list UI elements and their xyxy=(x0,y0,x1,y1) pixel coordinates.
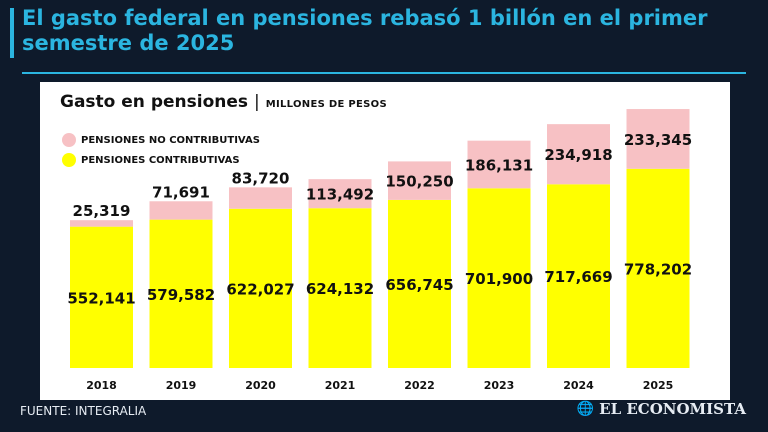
brand-name: EL ECONOMISTA xyxy=(599,400,746,418)
bar-no-contributivas-2022 xyxy=(388,161,451,200)
bar-no-contributivas-2021 xyxy=(308,179,372,209)
source-note: FUENTE: INTEGRALIA xyxy=(20,404,147,418)
legend-swatch-contributivas xyxy=(62,153,76,167)
legend-item-contributivas: PENSIONES CONTRIBUTIVAS xyxy=(62,150,260,170)
x-tick-label-2020: 2020 xyxy=(245,379,276,392)
bar-no-contributivas-2024 xyxy=(547,124,610,185)
chart-legend: PENSIONES NO CONTRIBUTIVAS PENSIONES CON… xyxy=(62,130,260,170)
brand-logo: 🌐 EL ECONOMISTA xyxy=(577,400,746,418)
x-tick-label-2022: 2022 xyxy=(404,379,435,392)
x-tick-label-2018: 2018 xyxy=(86,379,117,392)
data-label-no-contributivas-2019: 71,691 xyxy=(152,183,210,201)
data-label-no-contributivas-2020: 83,720 xyxy=(232,169,290,187)
data-label-no-contributivas-2018: 25,319 xyxy=(73,202,131,220)
data-label-contributivas-2025: 778,202 xyxy=(624,260,692,278)
bar-contributivas-2024 xyxy=(547,184,610,368)
x-tick-label-2024: 2024 xyxy=(563,379,594,392)
headline-accent-bar xyxy=(10,8,14,58)
bar-contributivas-2023 xyxy=(467,188,531,368)
globe-icon: 🌐 xyxy=(576,401,595,417)
bar-contributivas-2018 xyxy=(70,226,133,368)
data-label-no-contributivas-2021: 113,492 xyxy=(306,186,374,204)
headline-rule xyxy=(22,72,746,74)
chart-subtitle: MILLONES DE PESOS xyxy=(265,99,387,110)
legend-label-contributivas: PENSIONES CONTRIBUTIVAS xyxy=(81,154,240,166)
legend-label-no-contributivas: PENSIONES NO CONTRIBUTIVAS xyxy=(81,134,260,146)
data-label-no-contributivas-2022: 150,250 xyxy=(385,173,453,191)
bar-contributivas-2025 xyxy=(626,168,690,368)
bar-contributivas-2021 xyxy=(308,208,372,368)
data-label-contributivas-2024: 717,669 xyxy=(544,268,612,286)
bar-no-contributivas-2019 xyxy=(149,201,213,220)
bar-contributivas-2020 xyxy=(229,208,292,368)
bar-no-contributivas-2025 xyxy=(626,109,690,169)
chart-title: Gasto en pensiones xyxy=(60,92,248,112)
x-tick-label-2023: 2023 xyxy=(484,379,515,392)
data-label-contributivas-2021: 624,132 xyxy=(306,280,374,298)
data-label-no-contributivas-2024: 234,918 xyxy=(544,146,612,164)
data-label-contributivas-2019: 579,582 xyxy=(147,286,215,304)
bar-contributivas-2022 xyxy=(388,199,451,368)
chart-title-block: Gasto en pensiones | MILLONES DE PESOS xyxy=(60,92,387,112)
bar-no-contributivas-2023 xyxy=(467,140,531,189)
data-label-contributivas-2022: 656,745 xyxy=(385,276,453,294)
data-label-no-contributivas-2025: 233,345 xyxy=(624,131,692,149)
legend-item-no-contributivas: PENSIONES NO CONTRIBUTIVAS xyxy=(62,130,260,150)
title-separator: | xyxy=(254,92,260,112)
bar-no-contributivas-2020 xyxy=(229,187,292,209)
x-tick-label-2025: 2025 xyxy=(643,379,674,392)
bar-no-contributivas-2018 xyxy=(70,220,133,227)
x-tick-label-2019: 2019 xyxy=(166,379,197,392)
headline: El gasto federal en pensiones rebasó 1 b… xyxy=(22,6,708,55)
bar-contributivas-2019 xyxy=(149,219,213,368)
data-label-contributivas-2018: 552,141 xyxy=(67,289,135,307)
data-label-contributivas-2023: 701,900 xyxy=(465,270,533,288)
x-tick-label-2021: 2021 xyxy=(325,379,356,392)
data-label-no-contributivas-2023: 186,131 xyxy=(465,156,533,174)
legend-swatch-no-contributivas xyxy=(62,133,76,147)
data-label-contributivas-2020: 622,027 xyxy=(226,280,294,298)
